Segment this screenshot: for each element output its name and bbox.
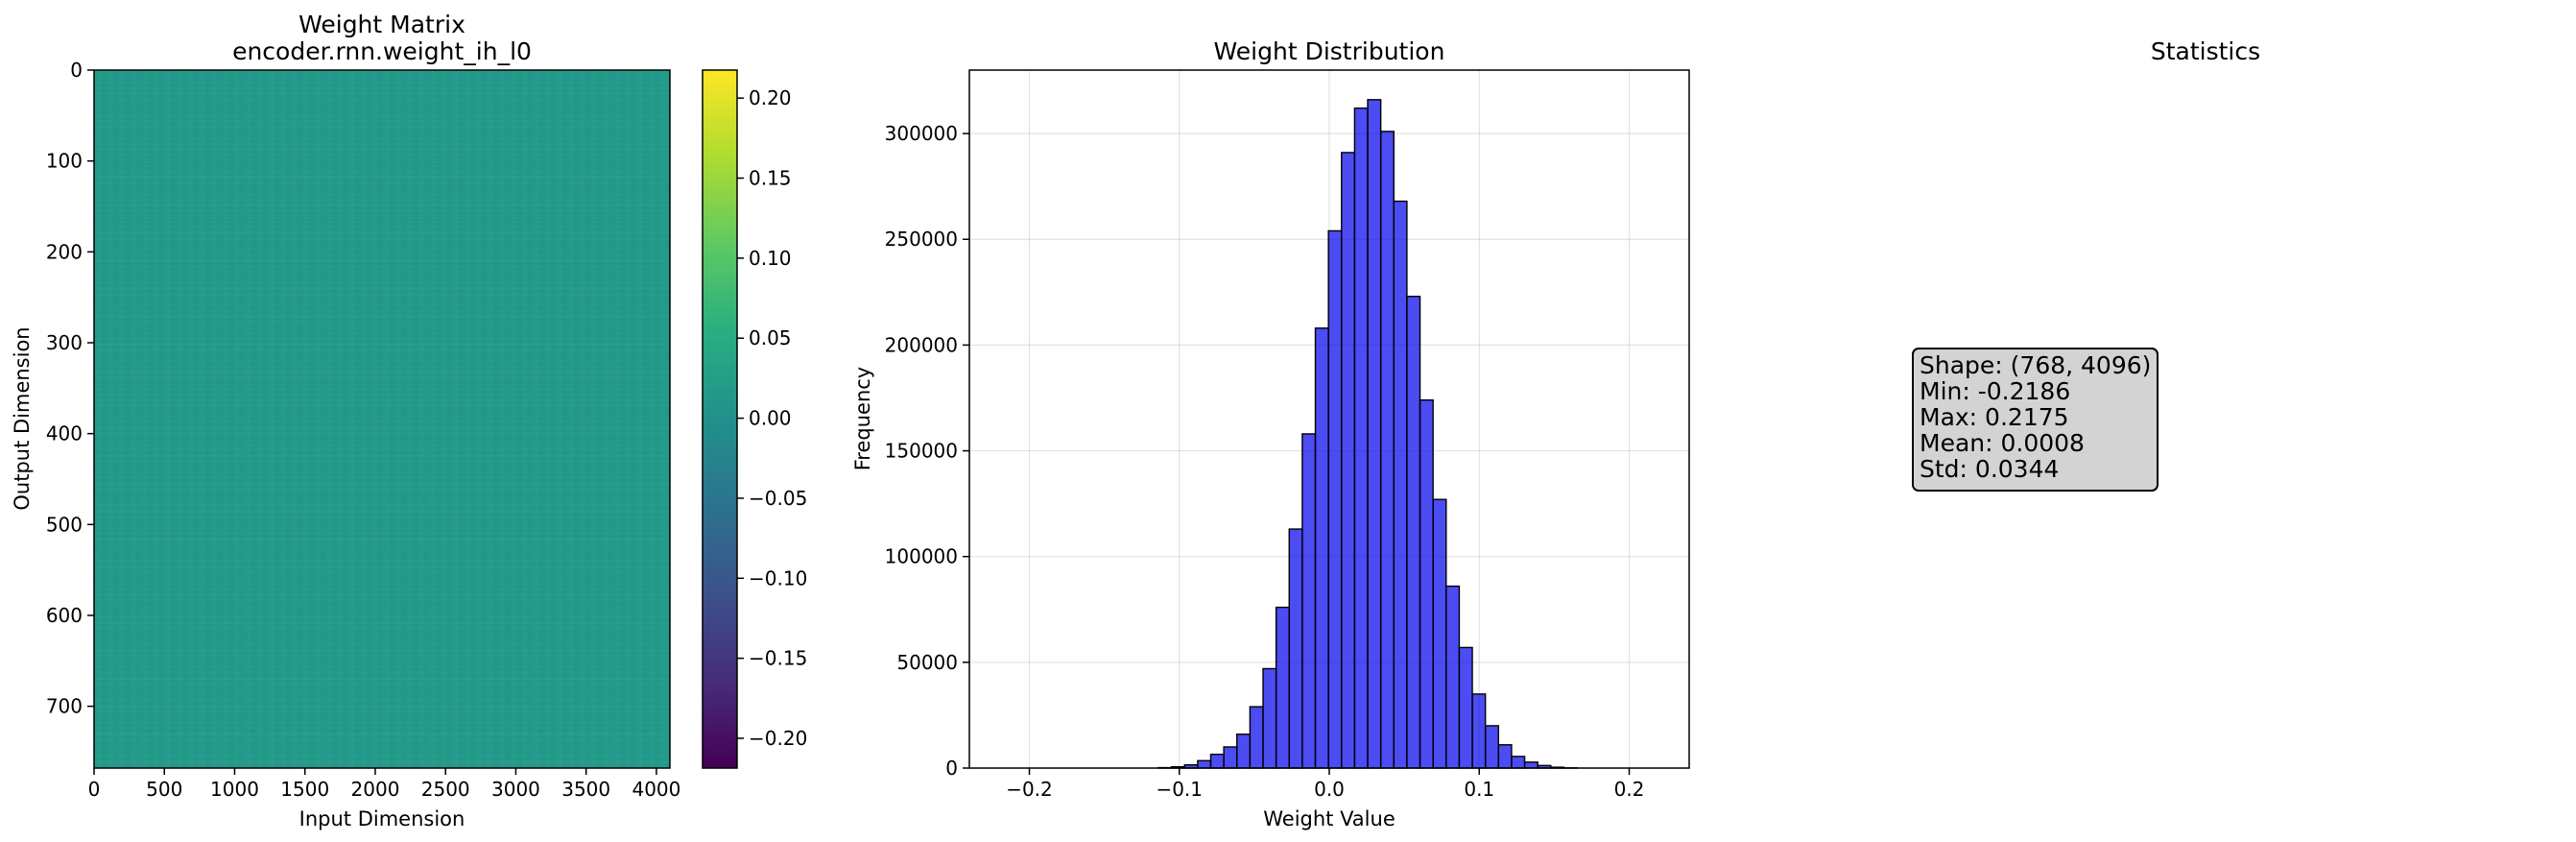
heatmap-x-tick-label: 2000	[351, 778, 400, 801]
histogram-y-ticks: 0 50000 100000 150000 200000 250000 300000	[885, 122, 969, 780]
histogram-bar	[1471, 693, 1487, 769]
heatmap-x-ticks: 0 500 1000 1500 2000 2500 3000 3500 4000	[88, 768, 680, 801]
colorbar-ticks: −0.20 −0.15 −0.10 −0.05 0.00 0.05 0.10 0.15 0.20	[737, 86, 807, 750]
heatmap-x-tick-label: 2500	[421, 778, 470, 801]
stat-shape: Shape: (768, 4096)	[1920, 351, 2151, 379]
colorbar-tick-label: −0.20	[749, 727, 807, 750]
histogram-y-tick-label: 0	[945, 757, 958, 780]
stat-max: Max: 0.2175	[1920, 403, 2069, 431]
histogram-bar	[1379, 131, 1395, 769]
histogram-y-tick-label: 100000	[885, 545, 958, 568]
heatmap-y-tick-label: 200	[46, 240, 83, 263]
statistics-box	[1912, 348, 2159, 492]
heatmap-x-tick-label: 3500	[561, 778, 610, 801]
histogram-bar	[1262, 667, 1277, 769]
colorbar-frame	[702, 69, 738, 769]
heatmap-x-tick-label: 1000	[210, 778, 259, 801]
histogram-ylabel: Frequency	[851, 367, 874, 471]
histogram-y-tick-label: 50000	[896, 651, 958, 674]
heatmap-x-tick-label: 1500	[280, 778, 329, 801]
histogram-x-tick-label: 0.2	[1614, 778, 1645, 801]
statistics-panel: Statistics Shape: (768, 4096) Min: -0.21…	[1912, 37, 2260, 492]
heatmap-y-tick-label: 100	[46, 150, 83, 173]
statistics-title: Statistics	[2151, 37, 2260, 65]
heatmap-panel: Weight Matrix encoder.rnn.weight_ih_l0 0…	[11, 11, 680, 830]
heatmap-x-tick-label: 3000	[491, 778, 540, 801]
histogram-x-tick-label: −0.2	[1006, 778, 1053, 801]
stat-std: Std: 0.0344	[1920, 455, 2059, 483]
heatmap-y-tick-label: 600	[46, 604, 83, 627]
heatmap-y-tick-label: 500	[46, 513, 83, 536]
heatmap-y-tick-label: 400	[46, 422, 83, 445]
histogram-title: Weight Distribution	[1214, 37, 1445, 65]
histogram-x-ticks: −0.2 −0.1 0.0 0.1 0.2	[1006, 768, 1644, 801]
heatmap-image	[94, 70, 670, 768]
histogram-bar	[1484, 725, 1500, 769]
histogram-bar	[1419, 398, 1434, 769]
colorbar-tick-label: 0.15	[749, 167, 792, 190]
histogram-bar	[1406, 296, 1421, 769]
colorbar-tick-label: 0.05	[749, 326, 792, 349]
heatmap-subtitle: encoder.rnn.weight_ih_l0	[232, 37, 532, 65]
histogram-bar	[1197, 759, 1212, 769]
histogram-bar	[1301, 433, 1317, 769]
histogram-x-tick-label: −0.1	[1156, 778, 1203, 801]
histogram-bar	[1432, 498, 1447, 769]
colorbar: −0.20 −0.15 −0.10 −0.05 0.00 0.05 0.10 0.15 0.20	[702, 69, 807, 769]
heatmap-x-tick-label: 4000	[632, 778, 680, 801]
histogram-bar	[1341, 152, 1356, 769]
histogram-bar	[1249, 706, 1264, 769]
colorbar-gradient	[703, 70, 737, 768]
histogram-bar	[1314, 327, 1329, 769]
histogram-x-tick-label: 0.1	[1464, 778, 1494, 801]
stat-min: Min: -0.2186	[1920, 377, 2070, 405]
colorbar-tick-label: −0.10	[749, 566, 807, 589]
heatmap-x-tick-label: 0	[88, 778, 101, 801]
histogram-y-tick-label: 300000	[885, 122, 958, 145]
colorbar-tick-label: 0.10	[749, 247, 792, 270]
heatmap-x-tick-label: 500	[146, 778, 182, 801]
histogram-xlabel: Weight Value	[1263, 807, 1395, 830]
heatmap-title: Weight Matrix	[298, 11, 465, 38]
histogram-bar	[1523, 761, 1538, 769]
heatmap-y-ticks: 0 100 200 300 400 500 600 700	[46, 59, 94, 718]
stat-mean: Mean: 0.0008	[1920, 429, 2085, 457]
histogram-panel: Weight Distribution −0.2 −0.1 0.0 0.1 0.2 0 5…	[851, 37, 1690, 830]
histogram-bar	[1393, 200, 1408, 769]
colorbar-tick-label: 0.00	[749, 407, 792, 430]
histogram-y-tick-label: 200000	[885, 333, 958, 356]
histogram-bar	[1288, 528, 1303, 769]
histogram-y-tick-label: 150000	[885, 440, 958, 463]
histogram-bar	[1367, 99, 1382, 769]
histogram-bar	[1511, 756, 1526, 769]
histogram-bar	[1223, 746, 1238, 769]
histogram-y-tick-label: 250000	[885, 228, 958, 251]
colorbar-tick-label: −0.05	[749, 487, 807, 510]
histogram-bar	[1327, 229, 1343, 769]
colorbar-tick-label: −0.15	[749, 647, 807, 670]
histogram-bar	[1458, 646, 1473, 769]
histogram-bar	[1497, 744, 1513, 769]
histogram-bars	[1157, 99, 1578, 769]
heatmap-frame	[93, 69, 671, 769]
histogram-bar	[1445, 585, 1461, 769]
histogram-x-tick-label: 0.0	[1314, 778, 1345, 801]
histogram-bar	[1353, 107, 1369, 769]
histogram-bar	[1209, 753, 1225, 769]
heatmap-xlabel: Input Dimension	[299, 807, 465, 830]
heatmap-y-tick-label: 0	[70, 59, 83, 82]
heatmap-y-tick-label: 300	[46, 331, 83, 354]
heatmap-y-tick-label: 700	[46, 695, 83, 718]
colorbar-tick-label: 0.20	[749, 86, 792, 109]
histogram-bar	[1236, 734, 1252, 769]
heatmap-ylabel: Output Dimension	[11, 326, 34, 510]
histogram-bar	[1275, 606, 1290, 769]
